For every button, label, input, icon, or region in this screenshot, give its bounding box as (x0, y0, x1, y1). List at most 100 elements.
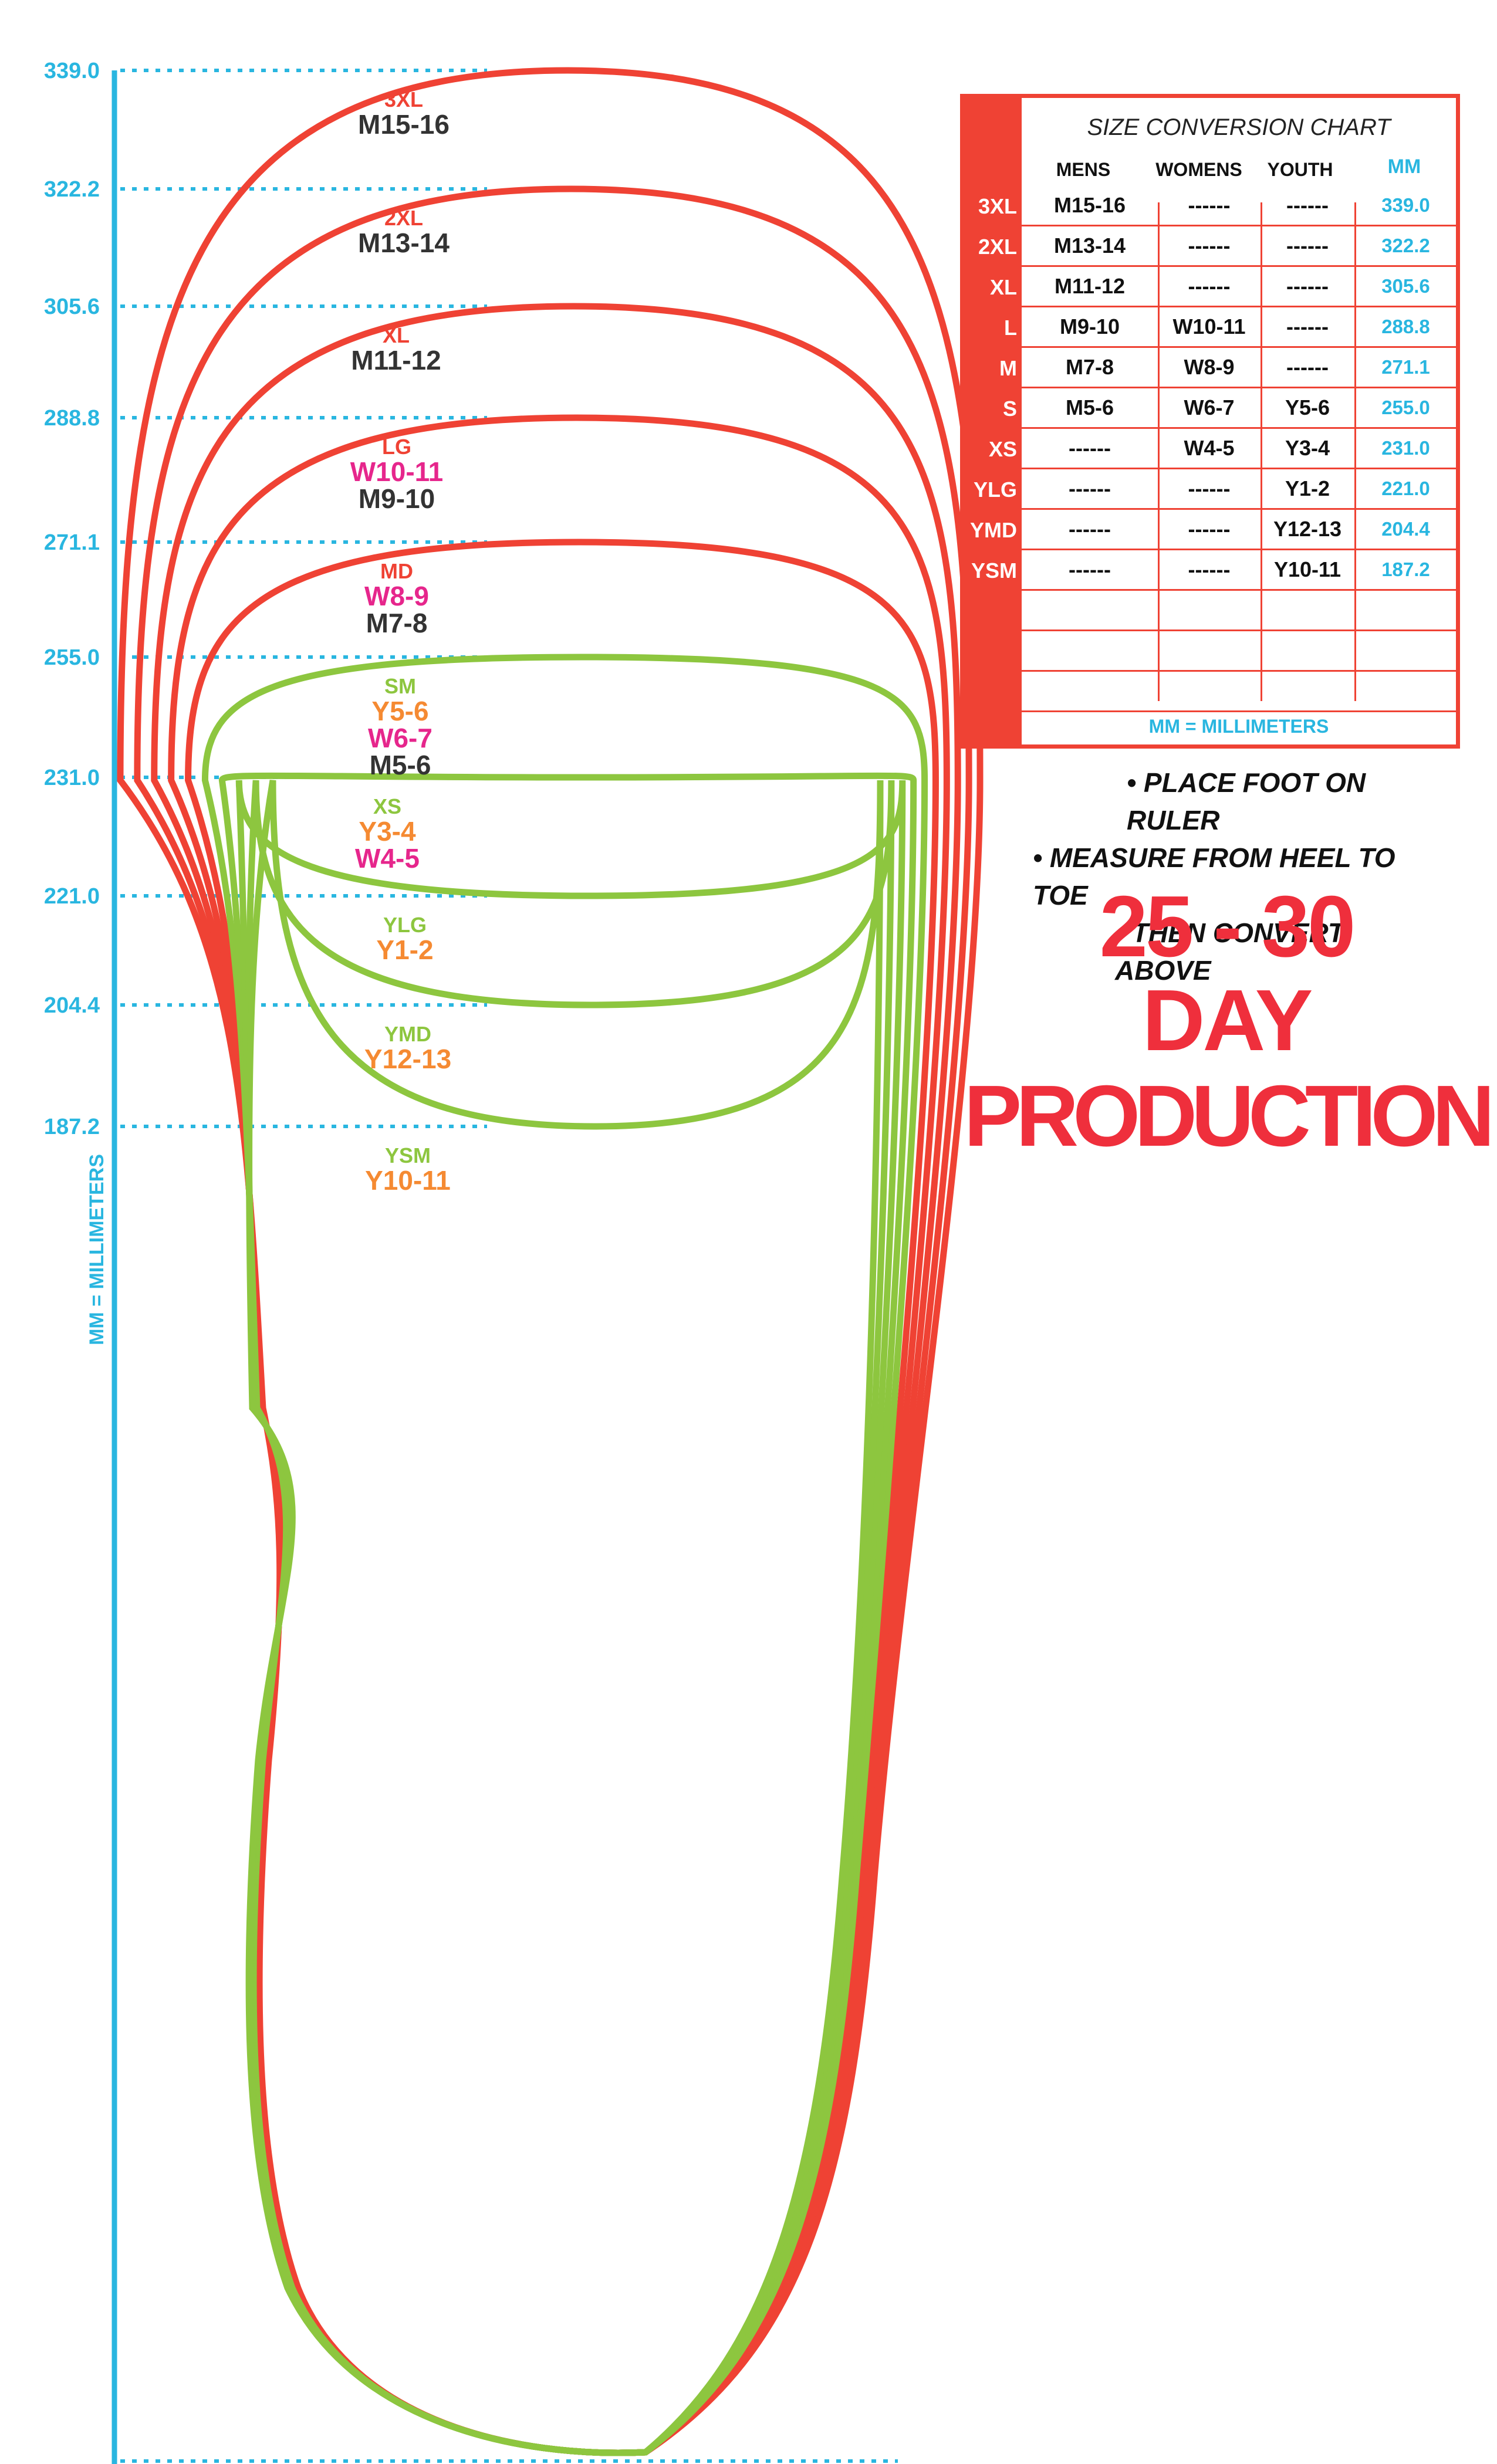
cell-youth (1261, 631, 1354, 670)
cell-womens: ------ (1188, 476, 1231, 500)
cell-womens: ------ (1188, 517, 1231, 541)
cell-mm: 187.2 (1381, 559, 1430, 580)
cell-mens (1022, 672, 1158, 710)
row-divider (1022, 670, 1456, 672)
outline-size-label: W6-7 (368, 723, 432, 753)
ruler-tick-label: 271.1 (44, 530, 100, 555)
cell-youth (1261, 591, 1354, 629)
table-row: S M5-6 W6-7 Y5-6 255.0 (964, 388, 1456, 429)
cell-womens (1158, 591, 1261, 629)
outline-size-label: Y3-4 (359, 816, 416, 847)
ruler-axis-label: MM = MILLIMETERS (86, 1154, 108, 1345)
ruler-tick-label: 255.0 (44, 645, 100, 670)
cell-womens: W8-9 (1184, 355, 1235, 379)
outline-size-code: LG (382, 435, 411, 459)
cell-mm: 271.1 (1381, 356, 1430, 378)
cell-womens: W10-11 (1172, 314, 1246, 339)
ruler-tick-label: 231.0 (44, 766, 100, 790)
production-days: 25 - 30 (1099, 878, 1356, 975)
column-divider (1261, 202, 1262, 701)
cell-mens: ------ (1069, 517, 1111, 541)
cell-mm (1354, 672, 1457, 710)
cell-youth: ------ (1286, 233, 1329, 258)
instruction-3: • THEN CONVERT ABOVE (1115, 918, 1344, 986)
cell-youth: Y5-6 (1285, 395, 1330, 419)
cell-womens: W6-7 (1184, 395, 1235, 419)
row-divider (1022, 387, 1456, 388)
ruler-tick-label: 322.2 (44, 177, 100, 202)
cell-youth: Y3-4 (1285, 436, 1330, 460)
cell-womens: ------ (1188, 233, 1231, 258)
table-row (964, 672, 1456, 712)
row-divider (1022, 549, 1456, 550)
table-row: L M9-10 W10-11 ------ 288.8 (964, 307, 1456, 348)
row-divider (1022, 710, 1456, 712)
column-divider (1354, 202, 1356, 701)
outline-size-code: YLG (383, 913, 427, 937)
cell-mens: M11-12 (1054, 274, 1126, 298)
cell-mm: 221.0 (1381, 478, 1430, 499)
row-size-label: XL (989, 275, 1017, 299)
outline-size-label: M13-14 (358, 228, 450, 258)
row-size-label: M (999, 356, 1017, 380)
outline-size-code: XL (383, 323, 410, 347)
cell-mm (1354, 591, 1457, 629)
ruler-tick-label: 187.2 (44, 1115, 100, 1139)
instruction-2: • MEASURE FROM HEEL TO TOE (1033, 842, 1395, 911)
row-size-label: YMD (970, 518, 1017, 542)
row-size-label: XS (988, 437, 1017, 461)
table-row: XS ------ W4-5 Y3-4 231.0 (964, 429, 1456, 469)
cell-mens: ------ (1069, 436, 1111, 460)
outline-size-code: YSM (385, 1143, 431, 1167)
foot-outline-xl (151, 303, 961, 2456)
table-row (964, 591, 1456, 631)
ruler-tick-label: 305.6 (44, 295, 100, 319)
table-size-column (964, 98, 1022, 744)
cell-womens: W4-5 (1184, 436, 1235, 460)
cell-mens: M7-8 (1065, 355, 1114, 379)
cell-mens: M13-14 (1053, 233, 1126, 258)
row-divider (1022, 589, 1456, 591)
table-body: 3XL M15-16 ------ ------ 339.0 2XL M13-14 -----… (964, 186, 1456, 712)
row-divider (1022, 629, 1456, 631)
ruler-tick-label: 204.4 (44, 993, 100, 1018)
row-size-label: S (1002, 397, 1017, 421)
foot-outline-lg (168, 414, 950, 2456)
outline-size-label: M15-16 (358, 109, 450, 140)
row-size-label: YLG (973, 478, 1017, 502)
outline-size-label: M9-10 (359, 483, 435, 514)
row-size-label (964, 591, 1022, 631)
row-size-label: YSM (971, 559, 1017, 583)
instructions: • PLACE FOOT ON RULER • MEASURE FROM HEE… (998, 764, 1444, 989)
outline-size-label: W8-9 (364, 581, 429, 611)
table-row: XL M11-12 ------ ------ 305.6 (964, 267, 1456, 307)
outline-size-label: Y5-6 (371, 696, 428, 726)
table-row: YMD ------ ------ Y12-13 204.4 (964, 510, 1456, 550)
table-footer: MM = MILLIMETERS (1148, 716, 1329, 737)
cell-mm: 204.4 (1381, 518, 1430, 540)
row-size-label: 2XL (978, 235, 1017, 259)
cell-youth (1261, 672, 1354, 710)
cell-youth: ------ (1286, 314, 1329, 339)
cell-womens: ------ (1188, 557, 1231, 581)
table-title: SIZE CONVERSION CHART (1087, 114, 1391, 140)
outline-size-label: Y10-11 (365, 1165, 451, 1196)
header-youth: YOUTH (1267, 159, 1333, 180)
outline-size-label: M11-12 (351, 345, 441, 375)
outline-size-label: Y1-2 (376, 935, 433, 965)
cell-youth: ------ (1286, 355, 1329, 379)
row-size-label (964, 672, 1022, 712)
row-divider (1022, 508, 1456, 510)
table-row: YSM ------ ------ Y10-11 187.2 (964, 550, 1456, 591)
outline-size-code: 3XL (384, 87, 423, 111)
outline-size-label: Y12-13 (364, 1044, 451, 1074)
ruler-tick-label: 288.8 (44, 406, 100, 431)
cell-mens: ------ (1069, 476, 1111, 500)
cell-mm: 322.2 (1381, 235, 1430, 256)
outline-size-code: 2XL (384, 206, 423, 230)
production-notice: 25 - 30 DAY PRODUCTION (962, 878, 1495, 1165)
row-divider (1022, 265, 1456, 267)
cell-youth: Y1-2 (1285, 476, 1330, 500)
cell-womens: ------ (1188, 193, 1231, 217)
size-conversion-table: SIZE CONVERSION CHART MENS WOMENS YOUTH … (960, 94, 1460, 749)
